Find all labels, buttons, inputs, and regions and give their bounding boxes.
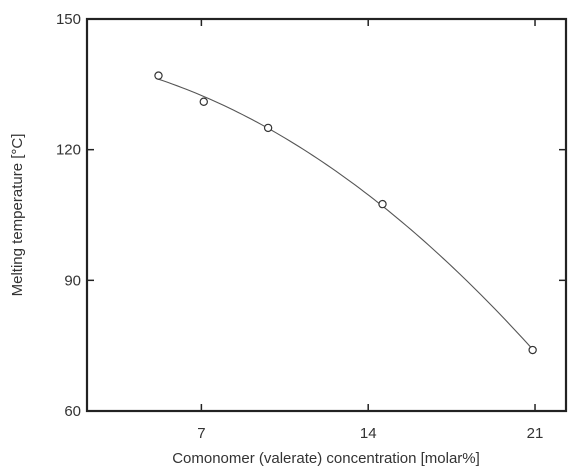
x-tick-label: 7 [197,425,205,442]
data-point [379,201,386,208]
y-tick-label: 150 [56,11,81,28]
data-point [529,346,536,353]
y-tick-label: 120 [56,142,81,159]
data-points [155,72,536,354]
y-axis: 60 90 120 150 [56,11,566,420]
y-axis-title: Melting temperature [°C] [9,134,26,297]
x-axis-title: Comonomer (valerate) concentration [mola… [172,450,480,467]
data-point [155,72,162,79]
x-tick-label: 14 [360,425,377,442]
y-tick-label: 60 [64,403,81,420]
data-point [200,98,207,105]
fit-curve [158,79,532,349]
y-tick-label: 90 [64,272,81,289]
data-point [265,124,272,131]
x-axis: 7 14 21 [197,19,543,442]
x-tick-label: 21 [527,425,544,442]
